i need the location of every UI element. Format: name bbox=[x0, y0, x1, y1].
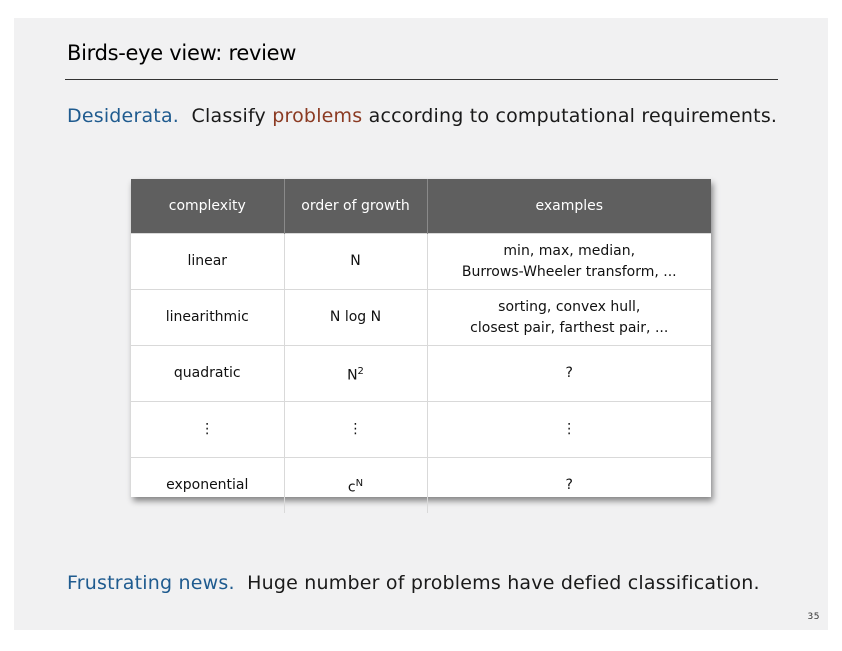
cell-examples: ⋮ bbox=[427, 401, 711, 458]
slide: Birds-eye view: review Desiderata. Class… bbox=[14, 18, 828, 630]
table-row: linear N min, max, median, Burrows-Wheel… bbox=[131, 233, 711, 290]
frustrating-label: Frustrating news. bbox=[67, 572, 235, 594]
header-order-of-growth: order of growth bbox=[284, 179, 428, 234]
desiderata-post: according to computational requirements. bbox=[368, 105, 778, 127]
cell-examples: ? bbox=[427, 345, 711, 402]
growth-base: N bbox=[350, 253, 361, 269]
cell-examples: ? bbox=[427, 457, 711, 513]
cell-growth: N bbox=[284, 233, 428, 290]
cell-growth: ⋮ bbox=[284, 401, 428, 458]
slide-title: Birds-eye view: review bbox=[67, 41, 297, 65]
table-row: linearithmic N log N sorting, convex hul… bbox=[131, 289, 711, 346]
cell-examples: min, max, median, Burrows-Wheeler transf… bbox=[427, 233, 711, 290]
growth-base: ⋮ bbox=[348, 421, 363, 437]
cell-growth: cN bbox=[284, 457, 428, 513]
table-header-row: complexity order of growth examples bbox=[131, 179, 711, 234]
header-complexity: complexity bbox=[131, 179, 285, 234]
page-number: 35 bbox=[807, 612, 820, 622]
example-line: closest pair, farthest pair, ... bbox=[470, 319, 669, 336]
example-line: Burrows-Wheeler transform, ... bbox=[461, 263, 677, 280]
cell-growth: N log N bbox=[284, 289, 428, 346]
example-line: ? bbox=[565, 365, 573, 381]
desiderata-pre: Classify bbox=[191, 105, 266, 127]
cell-growth: N2 bbox=[284, 345, 428, 402]
desiderata-line: Desiderata. Classify problems according … bbox=[67, 105, 777, 127]
table-row: ⋮ ⋮ ⋮ bbox=[131, 401, 711, 458]
growth-exponent: N bbox=[355, 477, 364, 489]
table-row: quadratic N2 ? bbox=[131, 345, 711, 402]
growth-base: c bbox=[347, 479, 356, 496]
frustrating-text: Huge number of problems have defied clas… bbox=[247, 572, 760, 594]
header-examples: examples bbox=[427, 179, 711, 234]
title-rule bbox=[65, 79, 778, 80]
growth-base: N log N bbox=[329, 309, 382, 325]
complexity-table: complexity order of growth examples line… bbox=[131, 179, 711, 513]
example-line: sorting, convex hull, bbox=[498, 298, 641, 315]
table-row: exponential cN ? bbox=[131, 457, 711, 513]
example-line: min, max, median, bbox=[503, 242, 636, 259]
example-line: ? bbox=[565, 477, 573, 493]
cell-complexity: quadratic bbox=[131, 345, 285, 402]
cell-complexity: exponential bbox=[131, 457, 285, 513]
desiderata-highlight: problems bbox=[272, 105, 363, 127]
growth-exponent: 2 bbox=[357, 365, 364, 377]
desiderata-label: Desiderata. bbox=[67, 105, 180, 127]
example-line: ⋮ bbox=[562, 421, 577, 437]
frustrating-line: Frustrating news. Huge number of problem… bbox=[67, 572, 760, 594]
growth-base: N bbox=[347, 367, 358, 384]
cell-complexity: ⋮ bbox=[131, 401, 285, 458]
cell-complexity: linear bbox=[131, 233, 285, 290]
cell-examples: sorting, convex hull, closest pair, fart… bbox=[427, 289, 711, 346]
cell-complexity: linearithmic bbox=[131, 289, 285, 346]
